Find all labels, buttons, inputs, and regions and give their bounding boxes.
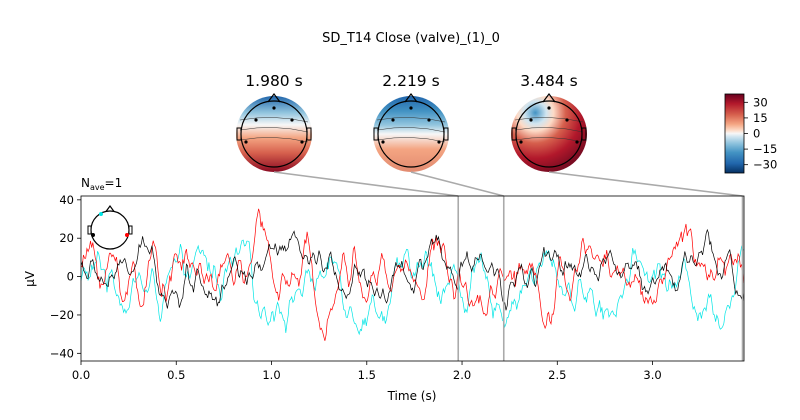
svg-text:Nave=1: Nave=1 xyxy=(81,176,122,192)
topomap-sensor xyxy=(272,106,276,110)
colorbar-gradient xyxy=(724,93,745,174)
x-axis-label: Time (s) xyxy=(387,389,437,403)
topomap-field xyxy=(236,96,312,172)
y-tick-label: −40 xyxy=(50,346,74,360)
topomap: 2.219 s xyxy=(373,72,449,172)
x-tick-label: 2.5 xyxy=(548,368,566,382)
series-line xyxy=(81,228,744,311)
topomap: 1.980 s xyxy=(236,72,312,172)
x-tick-label: 0.0 xyxy=(72,368,90,382)
topomap-field xyxy=(511,96,587,172)
topomap-sensor xyxy=(290,118,294,122)
topomap-sensor xyxy=(519,140,523,144)
x-tick-label: 3.0 xyxy=(643,368,661,382)
topomap-time-label: 3.484 s xyxy=(520,72,577,90)
topomap-sensor xyxy=(575,140,579,144)
topomap-contour xyxy=(514,127,584,133)
topomap: 3.484 s xyxy=(511,72,587,172)
time-connector xyxy=(548,171,743,197)
topomap-sensor xyxy=(565,118,569,122)
topomap-time-label: 2.219 s xyxy=(382,72,439,90)
topomap-sensor xyxy=(254,118,258,122)
x-tick-label: 1.5 xyxy=(358,368,376,382)
topomaps: 1.980 s 2.219 s 3.484 s xyxy=(236,72,587,172)
head-ear xyxy=(373,127,379,141)
colorbar-tick-label: −15 xyxy=(753,142,777,156)
topomap-sensor xyxy=(300,140,304,144)
topomap-contour xyxy=(376,127,446,133)
topomap-sensor xyxy=(409,106,413,110)
topomap-sensor xyxy=(391,118,395,122)
topomap-sensor xyxy=(437,140,441,144)
y-axis-label: µV xyxy=(23,270,37,287)
topomap-sensor xyxy=(244,140,248,144)
topomap-sensor xyxy=(529,118,533,122)
time-connector xyxy=(273,171,459,197)
topomap-sensor xyxy=(427,118,431,122)
colorbar-tick-label: 15 xyxy=(753,111,768,125)
topomap-contour xyxy=(239,117,309,123)
head-ear xyxy=(581,127,587,141)
sensor-black xyxy=(91,233,95,237)
topomap-field xyxy=(373,96,449,172)
head-ear xyxy=(306,127,312,141)
head-ear xyxy=(236,127,242,141)
plot-area: 0.0 0.5 1.0 1.5 2.0 2.5 3.0 −40 −20 0 20 40 xyxy=(50,193,745,382)
y-tick-label: −20 xyxy=(50,308,74,322)
y-tick-label: 40 xyxy=(59,193,74,207)
head-nose xyxy=(404,93,418,103)
sensor-inset xyxy=(87,204,133,250)
head-nose xyxy=(542,93,556,103)
head-ear xyxy=(443,127,449,141)
time-connectors xyxy=(273,171,743,197)
x-tick-label: 2.0 xyxy=(453,368,471,382)
colorbar: 30 15 0−15 −30 xyxy=(724,93,777,174)
topomap-time-label: 1.980 s xyxy=(245,72,302,90)
x-tick-label: 1.0 xyxy=(262,368,280,382)
colorbar-tick-label: 30 xyxy=(753,95,768,109)
sensor-red xyxy=(125,233,129,237)
topomap-contour xyxy=(376,117,446,123)
colorbar-tick-label: 0 xyxy=(753,127,760,141)
chart-title: SD_T14 Close (valve)_(1)_0 xyxy=(322,31,500,46)
topomap-contour xyxy=(239,127,309,133)
time-connector xyxy=(410,171,504,197)
series-line xyxy=(81,208,744,341)
topomap-sensor xyxy=(381,140,385,144)
topomap-contour xyxy=(514,117,584,123)
y-tick-label: 0 xyxy=(67,270,74,284)
head-nose xyxy=(267,93,281,103)
y-tick-label: 20 xyxy=(59,231,74,245)
colorbar-tick-label: −30 xyxy=(753,158,777,172)
sensor-cyan xyxy=(99,212,103,216)
x-tick-label: 0.5 xyxy=(167,368,185,382)
plot-frame xyxy=(80,195,745,362)
nave-label: Nave=1 xyxy=(81,176,122,192)
topomap-sensor xyxy=(547,106,551,110)
head-ear xyxy=(511,127,517,141)
